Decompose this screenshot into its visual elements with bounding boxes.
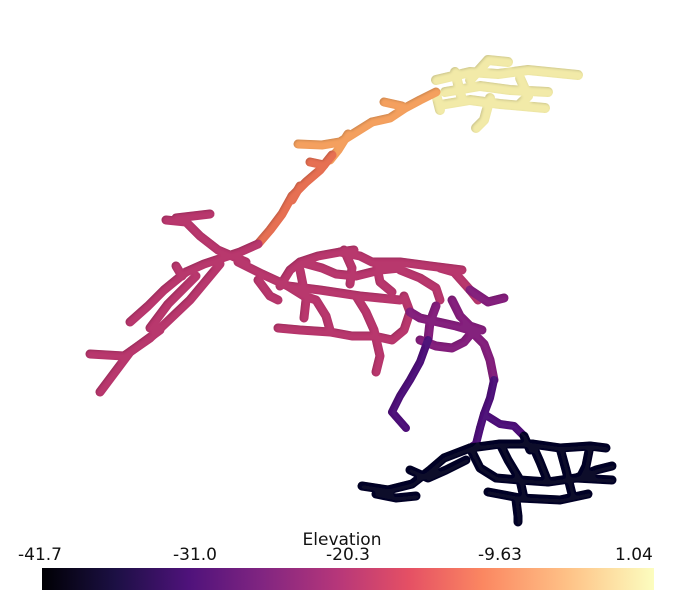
colorbar-gradient	[42, 568, 654, 590]
colorbar-tick-label: -31.0	[173, 545, 217, 565]
passage-low	[388, 336, 528, 452]
passage-lower-mid	[405, 285, 509, 385]
colorbar-tick-label: -41.7	[18, 545, 62, 565]
cave-network-render	[85, 55, 617, 527]
passage-lowest	[357, 431, 617, 527]
colorbar-title: Elevation	[302, 530, 382, 550]
passage-high	[293, 87, 441, 165]
colorbar-tick-label: -20.3	[326, 545, 370, 565]
colorbar-tick-label: 1.04	[615, 545, 653, 565]
colorbar-tick-label: -9.63	[478, 545, 522, 565]
passage-mid-high	[253, 150, 337, 249]
passage-highest	[431, 55, 583, 133]
passage-mid	[85, 209, 483, 397]
